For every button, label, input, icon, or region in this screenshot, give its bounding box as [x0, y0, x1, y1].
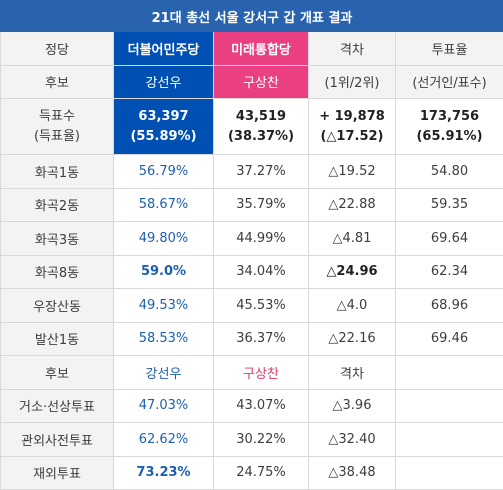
district-gap: △4.81	[309, 222, 396, 256]
table-row: 화곡2동 58.67% 35.79% △22.88 59.35	[1, 188, 503, 222]
district-gap: △4.0	[309, 289, 396, 323]
district-a-pct: 58.53%	[114, 322, 214, 356]
header-turnout-label: 투표율	[396, 32, 503, 66]
district-b-pct: 36.37%	[214, 322, 309, 356]
special-name: 관외사전투표	[1, 423, 114, 457]
table-row: 거소·선상투표 47.03% 43.07% △3.96	[1, 389, 503, 423]
district-name: 화곡2동	[1, 188, 114, 222]
district-a-pct: 56.79%	[114, 155, 214, 189]
special-a-pct: 73.23%	[114, 456, 214, 490]
district-name: 발산1동	[1, 322, 114, 356]
totals-row: 득표수 (득표율) 63,397 (55.89%) 43,519 (38.37%…	[1, 99, 503, 155]
totals-turnout-votes: 173,756	[396, 107, 503, 127]
special-gap: △3.96	[309, 389, 396, 423]
totals-label-pct: (득표율)	[1, 127, 113, 147]
candidate-a: 강선우	[114, 65, 214, 99]
district-a-pct: 49.80%	[114, 222, 214, 256]
district-turnout: 69.64	[396, 222, 503, 256]
totals-b-votes: 43,519	[214, 107, 308, 127]
totals-gap-votes: + 19,878	[309, 107, 395, 127]
district-turnout: 68.96	[396, 289, 503, 323]
district-a-pct: 49.53%	[114, 289, 214, 323]
sub-header-empty	[396, 356, 503, 390]
special-empty	[396, 456, 503, 490]
totals-label: 득표수 (득표율)	[1, 99, 114, 155]
header-candidate-label: 후보	[1, 65, 114, 99]
totals-b-pct: (38.37%)	[214, 127, 308, 147]
district-turnout: 62.34	[396, 255, 503, 289]
special-b-pct: 43.07%	[214, 389, 309, 423]
special-empty	[396, 423, 503, 457]
district-turnout: 69.46	[396, 322, 503, 356]
table-row: 관외사전투표 62.62% 30.22% △32.40	[1, 423, 503, 457]
totals-candidate-b: 43,519 (38.37%)	[214, 99, 309, 155]
district-gap: △19.52	[309, 155, 396, 189]
district-b-pct: 45.53%	[214, 289, 309, 323]
totals-turnout-pct: (65.91%)	[396, 127, 503, 147]
district-gap: △22.16	[309, 322, 396, 356]
special-a-pct: 47.03%	[114, 389, 214, 423]
sub-header-candidate-b: 구상찬	[214, 356, 309, 390]
district-b-pct: 35.79%	[214, 188, 309, 222]
totals-a-votes: 63,397	[114, 107, 213, 127]
special-name: 거소·선상투표	[1, 389, 114, 423]
totals-gap-pct: (△17.52)	[309, 127, 395, 147]
table-row: 화곡3동 49.80% 44.99% △4.81 69.64	[1, 222, 503, 256]
district-a-pct: 59.0%	[114, 255, 214, 289]
header-turnout-sub: (선거인/표수)	[396, 65, 503, 99]
special-b-pct: 30.22%	[214, 423, 309, 457]
district-name: 우장산동	[1, 289, 114, 323]
district-gap: △22.88	[309, 188, 396, 222]
header-party-label: 정당	[1, 32, 114, 66]
totals-gap: + 19,878 (△17.52)	[309, 99, 396, 155]
totals-label-votes: 득표수	[1, 107, 113, 127]
table-row: 우장산동 49.53% 45.53% △4.0 68.96	[1, 289, 503, 323]
district-name: 화곡1동	[1, 155, 114, 189]
district-turnout: 59.35	[396, 188, 503, 222]
sub-header-candidate-a: 강선우	[114, 356, 214, 390]
district-name: 화곡3동	[1, 222, 114, 256]
district-a-pct: 58.67%	[114, 188, 214, 222]
table-row: 화곡8동 59.0% 34.04% △24.96 62.34	[1, 255, 503, 289]
special-b-pct: 24.75%	[214, 456, 309, 490]
table-row: 재외투표 73.23% 24.75% △38.48	[1, 456, 503, 490]
district-b-pct: 44.99%	[214, 222, 309, 256]
sub-header-gap: 격차	[309, 356, 396, 390]
special-gap: △32.40	[309, 423, 396, 457]
district-b-pct: 34.04%	[214, 255, 309, 289]
district-turnout: 54.80	[396, 155, 503, 189]
header-gap-label: 격차	[309, 32, 396, 66]
candidate-b: 구상찬	[214, 65, 309, 99]
district-gap: △24.96	[309, 255, 396, 289]
party-democratic: 더불어민주당	[114, 32, 214, 66]
header-party-row: 정당 더불어민주당 미래통합당 격차 투표율	[1, 32, 503, 66]
header-candidate-row: 후보 강선우 구상찬 (1위/2위) (선거인/표수)	[1, 65, 503, 99]
special-empty	[396, 389, 503, 423]
sub-header-row: 후보 강선우 구상찬 격차	[1, 356, 503, 390]
district-name: 화곡8동	[1, 255, 114, 289]
table-row: 발산1동 58.53% 36.37% △22.16 69.46	[1, 322, 503, 356]
party-united-future: 미래통합당	[214, 32, 309, 66]
title-row: 21대 총선 서울 강서구 갑 개표 결과	[1, 1, 503, 32]
totals-a-pct: (55.89%)	[114, 127, 213, 147]
table-title: 21대 총선 서울 강서구 갑 개표 결과	[1, 1, 503, 32]
sub-header-candidate-label: 후보	[1, 356, 114, 390]
header-gap-sub: (1위/2위)	[309, 65, 396, 99]
special-name: 재외투표	[1, 456, 114, 490]
totals-candidate-a: 63,397 (55.89%)	[114, 99, 214, 155]
table-row: 화곡1동 56.79% 37.27% △19.52 54.80	[1, 155, 503, 189]
district-b-pct: 37.27%	[214, 155, 309, 189]
special-gap: △38.48	[309, 456, 396, 490]
totals-turnout: 173,756 (65.91%)	[396, 99, 503, 155]
special-a-pct: 62.62%	[114, 423, 214, 457]
